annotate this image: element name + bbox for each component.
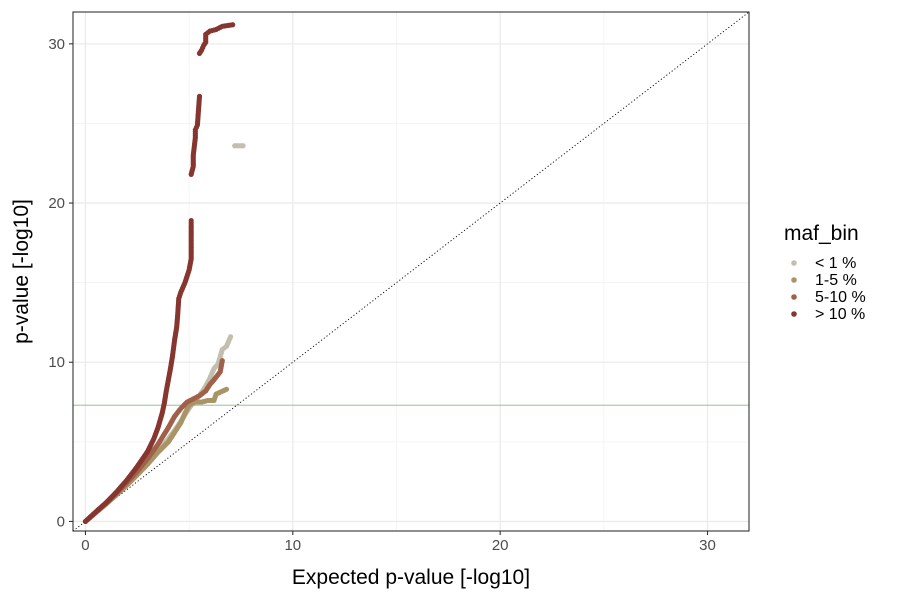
data-point <box>219 358 225 364</box>
data-point <box>223 386 230 392</box>
axes: 0 10 20 30 0 10 20 30 <box>48 11 750 554</box>
data-point <box>196 93 203 99</box>
data-point <box>188 217 194 224</box>
legend-label: 1-5 % <box>815 272 857 289</box>
legend-key <box>791 294 797 300</box>
x-tick-label: 20 <box>492 537 509 554</box>
x-tick-label: 10 <box>284 537 301 554</box>
x-axis-title: Expected p-value [-log10] <box>292 566 530 589</box>
legend-label: 5-10 % <box>815 289 866 306</box>
legend-label: > 10 % <box>815 306 865 323</box>
y-tick-label: 10 <box>48 354 65 371</box>
x-tick-label: 0 <box>81 537 89 554</box>
y-axis-title: p-value [-log10] <box>10 199 33 344</box>
data-point <box>230 22 236 28</box>
legend-key <box>791 277 797 283</box>
legend-key <box>791 311 797 317</box>
panel-border <box>72 11 750 532</box>
data-layer <box>73 12 749 531</box>
data-point <box>227 334 234 340</box>
diagonal-reference-line <box>73 12 749 531</box>
legend-label: < 1 % <box>815 255 856 272</box>
data-point <box>240 143 246 149</box>
series-4 <box>82 22 236 525</box>
legend-key <box>791 260 797 266</box>
y-tick-label: 20 <box>48 195 65 212</box>
plot-area <box>73 12 749 531</box>
y-tick-label: 30 <box>48 36 65 53</box>
x-tick-label: 30 <box>699 537 716 554</box>
legend: maf_bin < 1 %1-5 %5-10 %> 10 % <box>784 222 866 323</box>
y-tick-label: 0 <box>57 513 65 530</box>
legend-title: maf_bin <box>784 222 859 245</box>
